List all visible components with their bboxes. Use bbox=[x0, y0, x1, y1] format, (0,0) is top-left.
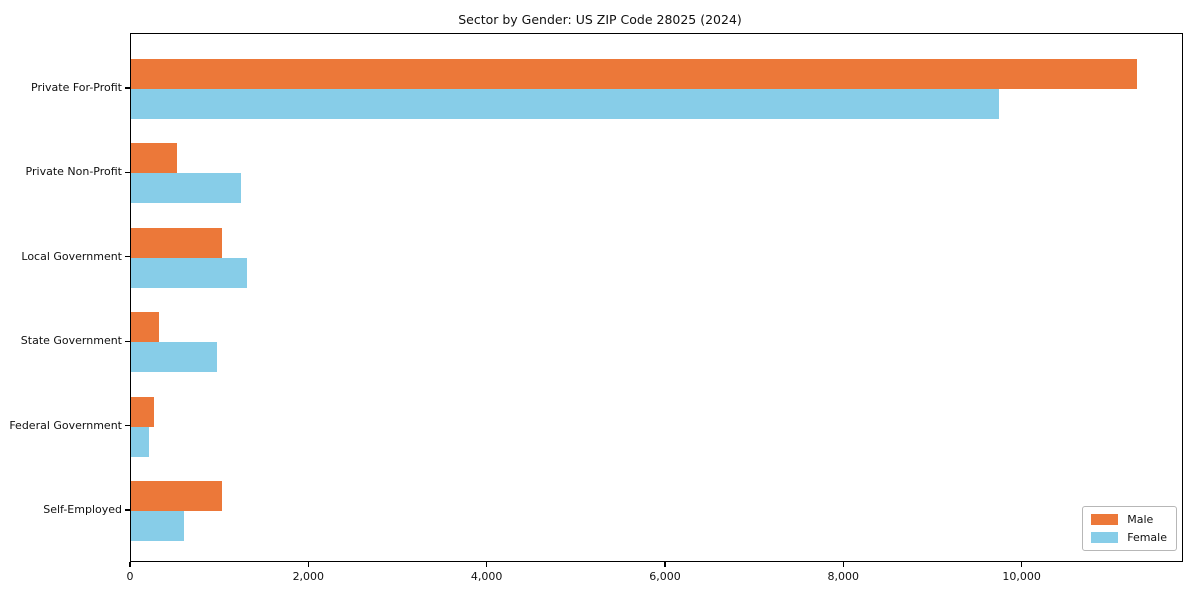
bar-male-2 bbox=[131, 143, 178, 174]
ytick-label: Private Non-Profit bbox=[25, 165, 122, 179]
xtick-mark bbox=[842, 562, 844, 567]
ytick-label: Private For-Profit bbox=[31, 81, 122, 94]
xtick-mark bbox=[307, 562, 309, 567]
ytick-label: Local Government bbox=[21, 249, 122, 263]
legend: Male Female bbox=[1082, 506, 1177, 551]
xtick-mark bbox=[129, 562, 131, 567]
legend-swatch-male bbox=[1091, 514, 1119, 525]
bar-male-6 bbox=[131, 481, 222, 511]
bar-female-4 bbox=[131, 342, 218, 373]
chart-title: Sector by Gender: US ZIP Code 28025 (202… bbox=[458, 12, 742, 27]
ytick-mark bbox=[125, 340, 130, 342]
xtick-label: 10,000 bbox=[1002, 570, 1041, 583]
ytick-mark bbox=[125, 424, 130, 427]
xtick-label: 4,000 bbox=[470, 570, 503, 583]
ytick-label: State Government bbox=[20, 334, 122, 348]
bar-female-1 bbox=[131, 89, 1000, 119]
ytick-label: Self-Employed bbox=[43, 503, 122, 516]
ytick-mark bbox=[125, 171, 130, 174]
bar-male-5 bbox=[131, 396, 155, 427]
bar-female-2 bbox=[131, 173, 241, 204]
xtick-label: 2,000 bbox=[292, 570, 325, 583]
xtick-mark bbox=[664, 562, 666, 567]
legend-swatch-female bbox=[1091, 532, 1119, 543]
bar-male-4 bbox=[131, 312, 159, 343]
legend-entry-male: Male bbox=[1091, 513, 1167, 526]
xtick-label: 8,000 bbox=[827, 570, 860, 583]
legend-entry-female: Female bbox=[1091, 531, 1167, 544]
bar-female-3 bbox=[131, 257, 247, 288]
plot-area: Male Female bbox=[130, 33, 1183, 562]
xtick-mark bbox=[485, 562, 488, 567]
xtick-mark bbox=[1020, 562, 1023, 567]
xtick-label: 6,000 bbox=[649, 570, 681, 583]
bar-female-6 bbox=[131, 511, 184, 541]
ytick-label: Federal Government bbox=[9, 418, 122, 432]
bar-female-5 bbox=[131, 426, 149, 457]
legend-label: Male bbox=[1127, 513, 1154, 526]
ytick-mark bbox=[125, 87, 130, 89]
xtick-label: 0 bbox=[126, 570, 134, 583]
ytick-mark bbox=[125, 509, 130, 511]
bar-male-1 bbox=[131, 59, 1137, 89]
legend-label: Female bbox=[1127, 531, 1167, 544]
bar-male-3 bbox=[131, 227, 222, 258]
ytick-mark bbox=[125, 256, 130, 258]
